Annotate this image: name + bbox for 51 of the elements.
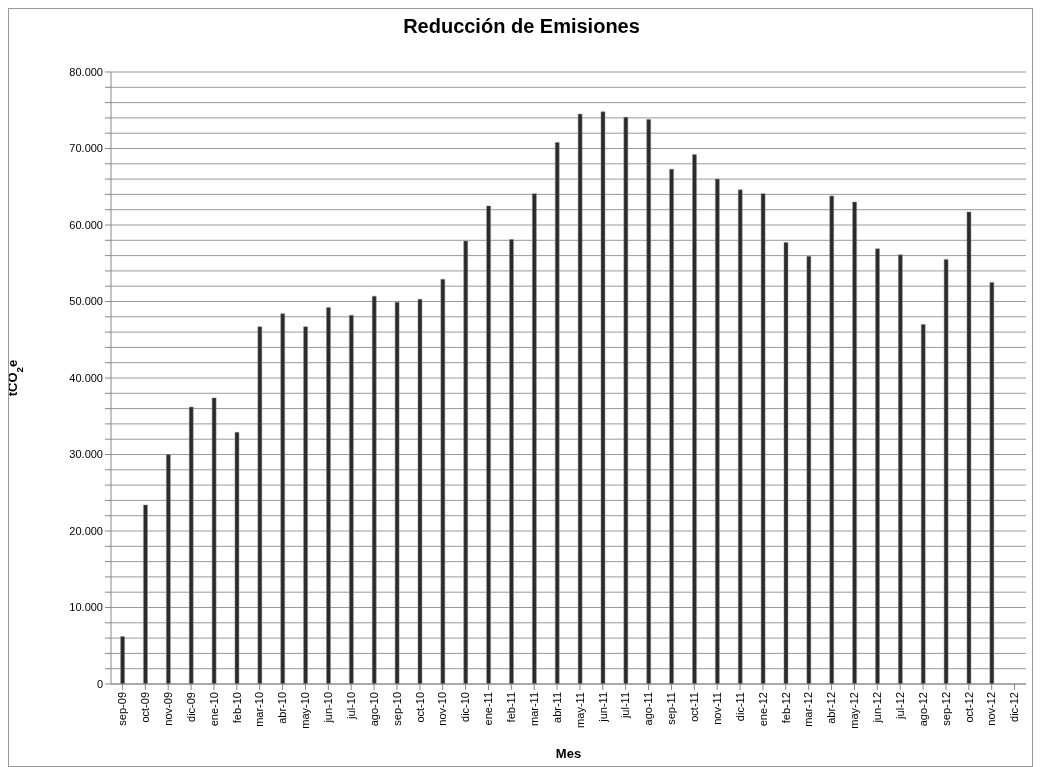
x-tick-label: sep-11 [665, 692, 678, 725]
x-tick-label: ago-11 [642, 692, 655, 726]
y-tick-label: 50.000 [69, 295, 103, 308]
x-tick-label: jul-10 [345, 692, 357, 720]
x-tick-label: dic-11 [733, 692, 746, 722]
x-tick-label: mar-11 [528, 692, 540, 727]
x-tick-label: abr-10 [276, 692, 289, 724]
x-tick-label: jun-12 [871, 692, 884, 724]
x-tick-label: ago-12 [916, 692, 929, 727]
x-tick-label: ene-10 [207, 692, 220, 727]
y-tick-label: 40.000 [69, 371, 103, 384]
x-tick-label: may-12 [848, 692, 861, 729]
x-tick-label: mar-10 [253, 692, 266, 727]
x-tick-label: dic-09 [184, 692, 197, 722]
x-tick-label: jun-10 [322, 692, 335, 724]
x-tick-label: abr-11 [550, 692, 563, 723]
y-tick-label: 70.000 [69, 142, 103, 155]
x-tick-label: feb-10 [230, 692, 243, 724]
x-tick-label: may-10 [299, 692, 312, 729]
y-tick-label: 30.000 [69, 448, 103, 461]
x-tick-label: jul-11 [619, 692, 632, 720]
x-tick-label: sep-12 [939, 692, 952, 726]
x-tick-label: jun-11 [596, 692, 609, 723]
x-tick-label: jul-12 [894, 692, 906, 720]
x-tick-label: sep-09 [116, 692, 129, 726]
x-tick-label: nov-11 [711, 692, 723, 725]
x-tick-label: abr-12 [825, 692, 838, 724]
x-tick-label: oct-10 [413, 692, 426, 723]
x-tick-label: may-11 [573, 692, 586, 728]
x-tick-label: oct-11 [688, 692, 701, 722]
x-tick-label: dic-10 [459, 692, 472, 722]
x-tick-label: nov-12 [985, 692, 998, 726]
x-tick-label: mar-12 [802, 692, 815, 727]
y-tick-label: 60.000 [69, 218, 103, 231]
x-tick-label: ene-12 [756, 692, 769, 727]
x-tick-label: ago-10 [367, 692, 380, 727]
x-tick-label: feb-11 [505, 692, 518, 723]
x-tick-label: dic-12 [1008, 692, 1021, 722]
chart-title: Reducción de Emisiones [402, 15, 641, 38]
x-axis-title: Mes [555, 746, 582, 761]
y-tick-label: 0 [96, 677, 103, 690]
x-tick-label: feb-12 [779, 692, 792, 724]
y-tick-label: 20.000 [69, 524, 103, 537]
x-tick-label: nov-10 [436, 692, 449, 726]
x-tick-label: nov-09 [162, 692, 174, 726]
y-tick-label: 10.000 [69, 601, 103, 614]
x-tick-label: oct-12 [962, 692, 975, 723]
x-tick-label: oct-09 [139, 692, 152, 723]
x-tick-label: ene-11 [482, 692, 495, 726]
y-tick-label: 80.000 [69, 65, 103, 78]
x-tick-label: sep-10 [390, 692, 403, 726]
